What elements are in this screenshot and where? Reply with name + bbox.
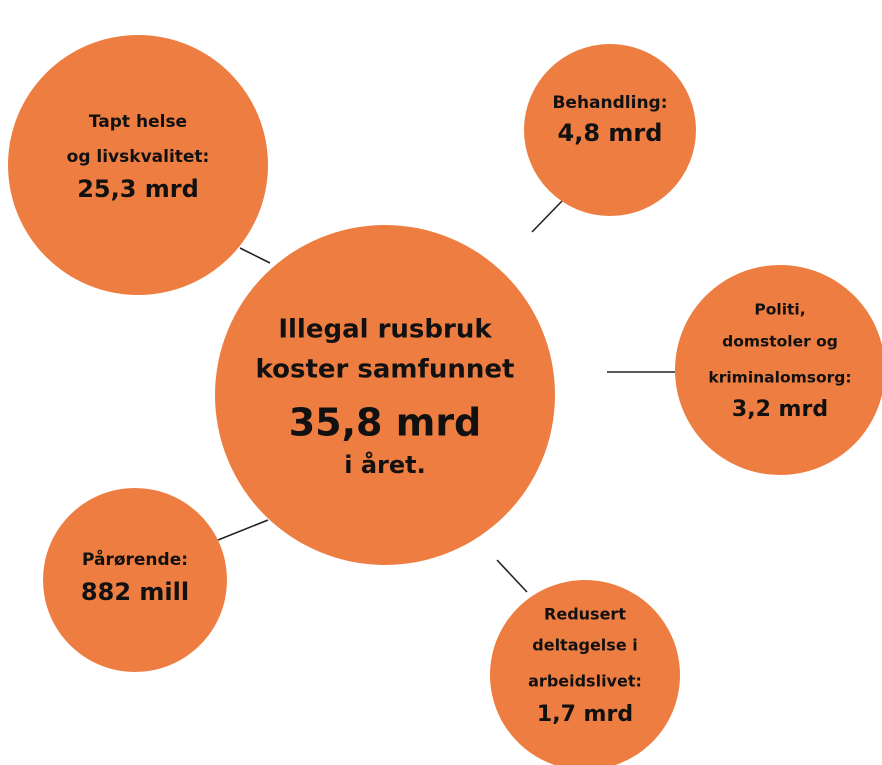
connector xyxy=(217,519,269,541)
connector xyxy=(239,247,271,264)
node-suffix: i året. xyxy=(344,450,425,479)
node-label: Behandling: xyxy=(552,93,667,113)
node-amount: 35,8 mrd xyxy=(289,401,482,445)
node-label: Illegal rusbruk xyxy=(278,315,492,345)
node-circle xyxy=(8,35,268,295)
node-label: deltagelse i xyxy=(532,636,637,655)
node-circle xyxy=(675,265,882,475)
node-label: arbeidslivet: xyxy=(528,672,642,691)
node-circle xyxy=(490,580,680,765)
node-label: kriminalomsorg: xyxy=(708,369,851,387)
node-label: Pårørende: xyxy=(82,548,188,570)
node-label: og livskvalitet: xyxy=(67,147,210,167)
node-label: Tapt helse xyxy=(89,112,187,132)
node-amount: 3,2 mrd xyxy=(732,397,828,422)
node-label: Politi, xyxy=(754,301,805,319)
node-amount: 1,7 mrd xyxy=(537,702,633,727)
node-label: domstoler og xyxy=(722,333,838,351)
node-amount: 882 mill xyxy=(81,578,189,606)
node-label: koster samfunnet xyxy=(256,355,515,385)
node-circle xyxy=(43,488,227,672)
node-circle xyxy=(215,225,555,565)
connector xyxy=(531,199,564,233)
node-label: Redusert xyxy=(544,605,626,624)
node-amount: 25,3 mrd xyxy=(77,175,199,203)
node-circle xyxy=(524,44,696,216)
connector xyxy=(496,559,528,593)
node-amount: 4,8 mrd xyxy=(558,119,663,147)
